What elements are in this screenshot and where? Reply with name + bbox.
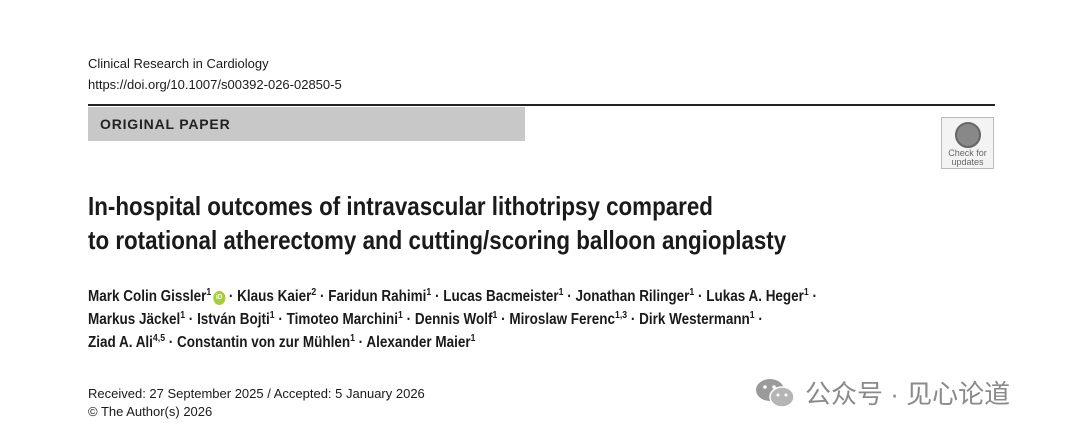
title-line: to rotational atherectomy and cutting/sc…	[88, 225, 787, 255]
author-line: Mark Colin Gissler1 iD · Klaus Kaier2 · F…	[88, 285, 817, 308]
author-name: Dennis Wolf	[414, 311, 493, 328]
author-name: Jonathan Rilinger	[575, 288, 690, 305]
author-name: Dirk Westermann	[639, 311, 750, 328]
separator: ·	[567, 288, 572, 305]
affiliation: 1	[397, 309, 403, 321]
type-box	[88, 107, 525, 141]
article-type: ORIGINAL PAPER	[100, 116, 231, 132]
separator: ·	[228, 288, 234, 305]
watermark-text: 公众号 · 见心论道	[805, 379, 1011, 409]
badge-text: Check for updates	[948, 148, 987, 167]
author-name: Faridun Rahimi	[328, 288, 427, 305]
author-name: Timoteo Marchini	[286, 311, 398, 328]
author-name: Klaus Kaier	[237, 288, 312, 305]
separator: ·	[501, 311, 506, 328]
affiliation: 4,5	[152, 332, 166, 344]
wechat-icon	[756, 378, 795, 408]
authors: Mark Colin Gissler1 iD · Klaus Kaier2 · F…	[88, 285, 817, 354]
affiliation: 1	[749, 309, 755, 321]
affiliation: 1	[689, 286, 695, 298]
affiliation: 1	[803, 286, 809, 298]
author-name: Markus Jäckel	[88, 311, 181, 328]
title: In-hospital outcomes of intravascular li…	[88, 189, 786, 257]
affiliation: 1	[206, 286, 212, 298]
author-name: Mark Colin Gissler	[88, 288, 207, 305]
separator: ·	[697, 288, 703, 305]
affiliation: 1,3	[615, 309, 628, 321]
rule	[88, 104, 995, 106]
author-line: Markus Jäckel1 · István Bojti1 · Timoteo…	[88, 308, 817, 331]
separator: ·	[812, 288, 818, 305]
author-name: István Bojti	[197, 311, 270, 328]
watermark: 公众号 · 见心论道	[755, 374, 1010, 411]
author-name: Lukas A. Heger	[706, 288, 804, 305]
check-updates[interactable]: Check for updates	[941, 117, 994, 169]
affiliation: 1	[426, 286, 432, 298]
separator: ·	[758, 311, 763, 328]
doi[interactable]: https://doi.org/10.1007/s00392-026-02850…	[88, 77, 342, 92]
author-name: Ziad A. Ali	[88, 334, 153, 351]
dates: Received: 27 September 2025 / Accepted: …	[88, 386, 425, 401]
affiliation: 1	[269, 309, 275, 321]
affiliation: 1	[492, 309, 498, 321]
separator: ·	[630, 311, 636, 328]
affiliation: 1	[350, 332, 355, 344]
separator: ·	[168, 334, 174, 351]
copyright: © The Author(s) 2026	[88, 404, 213, 419]
author-line: Ziad A. Ali4,5 · Constantin von zur Mühl…	[88, 331, 817, 354]
separator: ·	[406, 311, 412, 328]
author-name: Alexander Maier	[366, 334, 471, 351]
affiliation: 1	[180, 309, 186, 321]
author-name: Constantin von zur Mühlen	[177, 334, 351, 351]
separator: ·	[434, 288, 440, 305]
orcid-icon: iD	[212, 291, 226, 305]
title-line: In-hospital outcomes of intravascular li…	[88, 191, 713, 221]
separator: ·	[319, 288, 325, 305]
affiliation: 1	[470, 332, 476, 344]
affiliation: 1	[558, 286, 564, 298]
author-name: Miroslaw Ferenc	[509, 311, 616, 328]
separator: ·	[358, 334, 364, 351]
affiliation: 2	[311, 286, 317, 298]
journal: Clinical Research in Cardiology	[88, 56, 269, 71]
separator: ·	[278, 311, 283, 328]
author-name: Lucas Bacmeister	[443, 288, 559, 305]
separator: ·	[188, 311, 194, 328]
badge-icon	[954, 122, 981, 148]
